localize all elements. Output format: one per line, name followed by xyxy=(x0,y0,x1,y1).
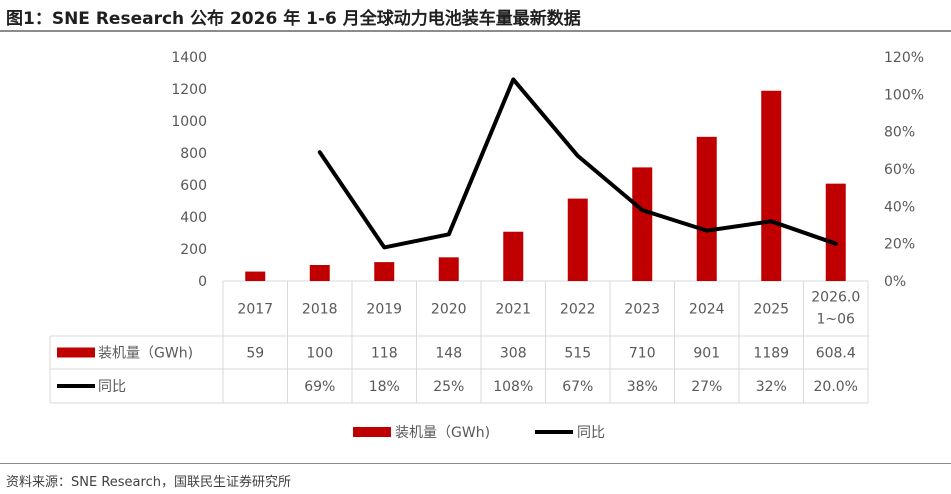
table-cell-installed: 148 xyxy=(435,346,462,362)
figure-title: 图1：SNE Research 公布 2026 年 1-6 月全球动力电池装车量… xyxy=(6,9,581,29)
bar-2023 xyxy=(632,167,653,281)
bar-2018 xyxy=(309,265,330,281)
data-table: 2017 2018 2019 2020 2021 2022 2023 2024 2025 2026… xyxy=(57,290,860,395)
legend-swatch-bar xyxy=(353,427,391,437)
table-cell-yoy: 25% xyxy=(433,379,464,395)
table-legend-key-bar xyxy=(57,347,95,358)
left-y-axis: 0 200 400 600 800 1000 1200 1400 xyxy=(171,50,207,290)
legend: 装机量（GWh) 同比 xyxy=(353,425,605,441)
table-cell-yoy: 32% xyxy=(756,379,787,395)
category-label: 2021 xyxy=(495,302,531,318)
category-label: 2018 xyxy=(302,302,338,318)
category-label: 2017 xyxy=(237,302,273,318)
table-cell-installed: 710 xyxy=(629,346,656,362)
bar-2025 xyxy=(761,90,782,281)
left-axis-tick-label: 400 xyxy=(180,210,207,226)
data-table-grid xyxy=(49,280,869,404)
category-label: 2025 xyxy=(753,302,789,318)
table-cell-installed: 308 xyxy=(500,346,527,362)
right-axis-tick-label: 60% xyxy=(884,162,915,178)
table-cell-installed: 118 xyxy=(371,346,398,362)
category-label: 2024 xyxy=(689,302,725,318)
left-axis-tick-label: 1000 xyxy=(171,114,207,130)
left-axis-tick-label: 800 xyxy=(180,146,207,162)
bar-2024 xyxy=(696,136,717,281)
table-cell-installed: 1189 xyxy=(753,346,789,362)
source-note: 资料来源：SNE Research，国联民生证券研究所 xyxy=(6,475,291,490)
category-label: 2020 xyxy=(431,302,467,318)
left-axis-tick-label: 200 xyxy=(180,242,207,258)
bar-2020 xyxy=(438,257,459,281)
table-cell-installed: 100 xyxy=(306,346,333,362)
right-axis-tick-label: 20% xyxy=(884,237,915,253)
right-y-axis: 0% 20% 40% 60% 80% 100% 120% xyxy=(884,50,924,290)
bar-2019 xyxy=(374,262,395,281)
table-cell-yoy: 67% xyxy=(562,379,593,395)
line-series xyxy=(317,77,838,250)
left-axis-tick-label: 600 xyxy=(180,178,207,194)
right-axis-tick-label: 120% xyxy=(884,50,924,66)
right-axis-tick-label: 80% xyxy=(884,125,915,141)
right-axis-tick-label: 100% xyxy=(884,87,924,103)
table-row-header-yoy: 同比 xyxy=(98,379,126,395)
table-cell-yoy: 69% xyxy=(304,379,335,395)
category-label: 2026.0 xyxy=(811,290,860,306)
table-row-header-installed: 装机量（GWh) xyxy=(98,346,193,362)
bar-2017 xyxy=(245,271,266,281)
table-cell-yoy: 18% xyxy=(369,379,400,395)
right-axis-tick-label: 0% xyxy=(884,274,906,290)
table-cell-yoy: 108% xyxy=(493,379,533,395)
category-label: 2019 xyxy=(366,302,402,318)
footer-divider xyxy=(0,463,951,464)
bar-2022 xyxy=(567,198,588,281)
left-axis-tick-label: 0 xyxy=(198,274,207,290)
category-label: 1~06 xyxy=(817,312,856,328)
table-cell-yoy: 20.0% xyxy=(814,379,858,395)
title-divider xyxy=(0,30,951,32)
table-cell-yoy: 27% xyxy=(691,379,722,395)
bar-2026.01~06 xyxy=(825,183,846,281)
table-cell-installed: 515 xyxy=(564,346,591,362)
category-label: 2023 xyxy=(624,302,660,318)
legend-label-yoy: 同比 xyxy=(577,425,605,441)
legend-label-installed: 装机量（GWh) xyxy=(395,425,490,441)
right-axis-tick-label: 40% xyxy=(884,199,915,215)
bar-2021 xyxy=(503,231,524,281)
table-cell-installed: 608.4 xyxy=(816,346,856,362)
table-cell-installed: 901 xyxy=(693,346,720,362)
category-label: 2022 xyxy=(560,302,596,318)
left-axis-tick-label: 1400 xyxy=(171,50,207,66)
left-axis-tick-label: 1200 xyxy=(171,82,207,98)
bar-series xyxy=(245,90,846,281)
table-cell-yoy: 38% xyxy=(627,379,658,395)
table-cell-installed: 59 xyxy=(246,346,264,362)
